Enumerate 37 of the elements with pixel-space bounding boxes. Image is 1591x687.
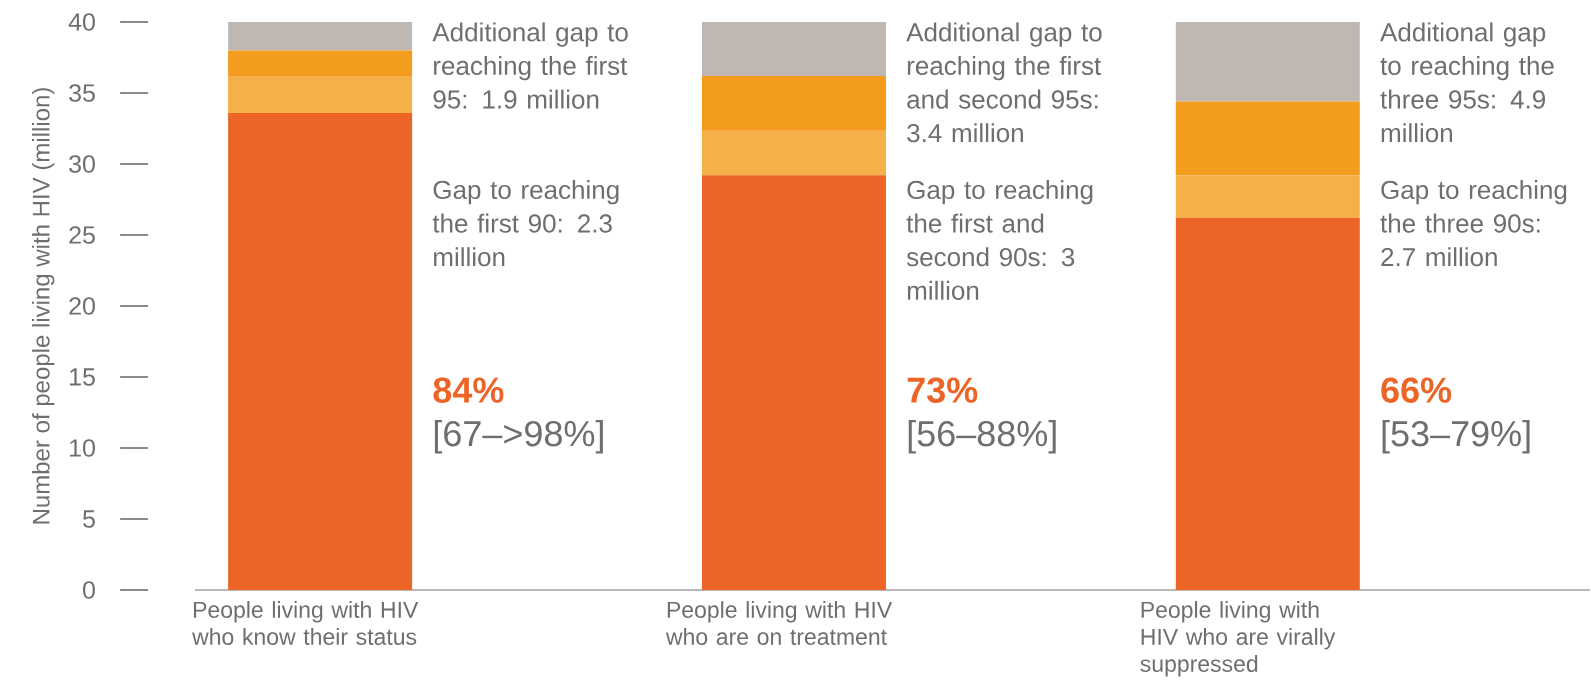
annotation: 66% [1381,377,1452,403]
annotation: 73% [907,377,978,403]
y-axis-title: Number of people living with HIV (million) [32,88,55,524]
bar [1175,175,1360,218]
y-tick-label: 5 [83,510,95,528]
y-tick-label: 40 [68,13,95,31]
x-tick-label: People living with HIV who know their status [192,601,419,645]
bar [701,175,886,590]
y-tick-label: 30 [69,155,95,173]
annotation: 84% [433,377,504,403]
annotation: [56–88%] [908,419,1056,454]
annotation: [67–>98%] [434,419,603,454]
bar [228,75,413,113]
annotation: Additional gap to reaching the first 95: 1.9 million [432,22,628,109]
annotation: Additional gap to reaching the first and second 95s: 3.4 million [906,22,1102,143]
x-tick-label: People living with HIV who are virally suppressed [1140,601,1336,677]
annotation: Gap to reaching the first 90: 2.3 million [432,180,619,267]
bar [701,22,886,76]
annotation: Additional gap to reaching the three 95s: 4.9 million [1380,22,1554,143]
bar [228,50,413,76]
bar [701,75,886,130]
bar [1175,101,1360,176]
x-tick-label: People living with HIV who are on treatment [665,601,893,645]
bar [228,22,413,51]
bar [228,112,413,590]
annotation: Gap to reaching the three 90s: 2.7 million [1380,180,1567,267]
bar [1175,217,1360,590]
y-tick-label: 25 [69,226,95,244]
y-tick-label: 10 [70,439,95,457]
y-tick-label: 35 [69,84,95,102]
y-tick-label: 15 [70,368,95,386]
annotation: [53–79%] [1382,419,1530,454]
y-tick-label: 0 [83,581,95,599]
bar [701,129,886,176]
annotation: Gap to reaching the first and second 90s: 3 million [906,180,1093,300]
y-tick-label: 20 [69,297,95,315]
bar [1175,22,1360,102]
